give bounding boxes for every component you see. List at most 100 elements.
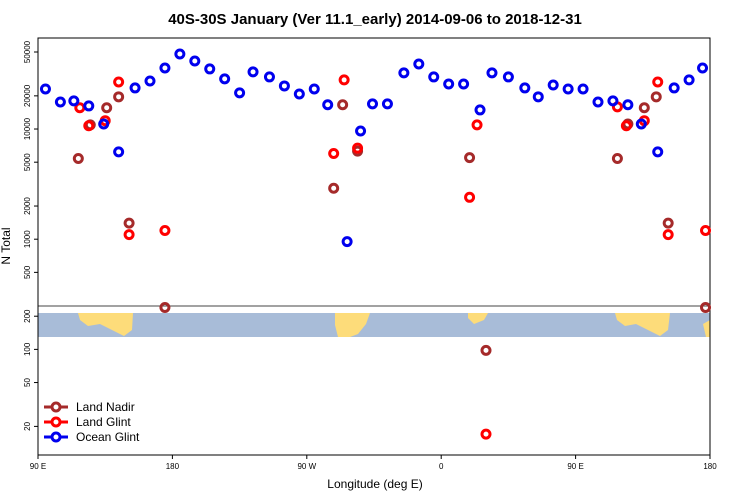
data-point (159, 62, 171, 74)
x-axis-label: Longitude (deg E) (327, 477, 422, 491)
y-tick-label: 10000 (23, 117, 32, 140)
y-tick-label: 20000 (23, 84, 32, 107)
data-point (113, 146, 125, 158)
data-point (352, 142, 364, 154)
data-point (101, 102, 113, 114)
data-point (247, 66, 259, 78)
data-point (532, 91, 544, 103)
data-point (234, 87, 246, 99)
data-point (547, 79, 559, 91)
data-point (700, 224, 712, 236)
x-tick-label: 90 E (567, 462, 583, 471)
data-point (638, 102, 650, 114)
y-tick-label: 1000 (23, 230, 32, 248)
data-point (219, 73, 231, 85)
data-point (204, 63, 216, 75)
y-tick-label: 500 (23, 265, 32, 279)
legend-marker (50, 431, 62, 443)
data-point (413, 58, 425, 70)
data-point (39, 83, 51, 95)
x-tick-label: 180 (703, 462, 717, 471)
y-tick-label: 50000 (23, 40, 32, 63)
data-point (668, 82, 680, 94)
data-point (338, 74, 350, 86)
data-point (367, 98, 379, 110)
legend-label: Land Glint (76, 415, 131, 429)
data-point (144, 75, 156, 87)
data-point (278, 80, 290, 92)
data-point (328, 182, 340, 194)
data-point (293, 88, 305, 100)
y-axis-label: N Total (0, 227, 13, 264)
data-point (622, 99, 634, 111)
data-point (328, 147, 340, 159)
data-point (322, 99, 334, 111)
data-point (381, 98, 393, 110)
data-point (471, 119, 483, 131)
data-point (98, 118, 110, 130)
y-tick-label: 100 (23, 342, 32, 356)
y-tick-label: 5000 (23, 153, 32, 171)
y-tick-label: 2000 (23, 197, 32, 215)
legend-marker (50, 416, 62, 428)
data-point (113, 91, 125, 103)
data-point (662, 229, 674, 241)
data-point (341, 236, 353, 248)
data-point (113, 76, 125, 88)
data-point (700, 301, 712, 313)
data-point (697, 62, 709, 74)
x-tick-label: 180 (166, 462, 180, 471)
data-point (123, 217, 135, 229)
data-point (308, 83, 320, 95)
data-point (355, 125, 367, 137)
data-point (502, 71, 514, 83)
y-tick-label: 50 (23, 378, 32, 387)
data-point (683, 74, 695, 86)
data-point (519, 82, 531, 94)
data-point (159, 301, 171, 313)
x-tick-label: 90 E (30, 462, 46, 471)
data-point (428, 71, 440, 83)
data-point (592, 96, 604, 108)
data-point (54, 96, 66, 108)
y-tick-label: 20 (23, 421, 32, 430)
x-tick-label: 0 (439, 462, 444, 471)
data-point (611, 153, 623, 165)
data-point (607, 95, 619, 107)
map-strip (38, 305, 710, 337)
data-point (652, 146, 664, 158)
data-point (620, 120, 632, 132)
data-point (129, 82, 141, 94)
data-point (480, 344, 492, 356)
legend-marker (50, 401, 62, 413)
data-point (635, 118, 647, 130)
data-point (577, 83, 589, 95)
y-tick-label: 200 (23, 309, 32, 323)
legend-label: Ocean Glint (76, 430, 140, 444)
data-point (443, 78, 455, 90)
plot-frame (37, 37, 711, 456)
data-point (474, 104, 486, 116)
data-point (652, 76, 664, 88)
data-point (72, 153, 84, 165)
data-point (83, 100, 95, 112)
data-point (189, 55, 201, 67)
data-point (480, 428, 492, 440)
data-point (159, 224, 171, 236)
data-point (458, 78, 470, 90)
chart-title: 40S-30S January (Ver 11.1_early) 2014-09… (168, 11, 582, 28)
legend-label: Land Nadir (76, 400, 135, 414)
data-point (123, 229, 135, 241)
data-point (662, 217, 674, 229)
data-point (337, 99, 349, 111)
data-point (650, 91, 662, 103)
x-tick-label: 90 W (297, 462, 316, 471)
data-point (464, 191, 476, 203)
data-point (174, 48, 186, 60)
data-point (562, 83, 574, 95)
data-point (398, 67, 410, 79)
data-point (486, 67, 498, 79)
data-point (263, 71, 275, 83)
data-point (464, 152, 476, 164)
